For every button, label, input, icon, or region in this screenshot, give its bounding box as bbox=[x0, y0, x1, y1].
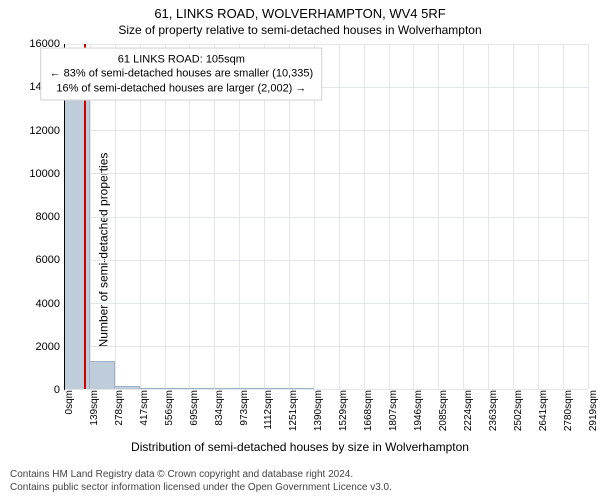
histogram-bar bbox=[140, 388, 165, 389]
x-tick-label: 1807sqm bbox=[388, 390, 399, 431]
x-tick-label: 2502sqm bbox=[513, 390, 524, 431]
histogram-bar bbox=[165, 388, 190, 389]
x-tick-label: 695sqm bbox=[189, 390, 200, 426]
annotation-line: ← 83% of semi-detached houses are smalle… bbox=[50, 67, 314, 81]
chart-title: 61, LINKS ROAD, WOLVERHAMPTON, WV4 5RF bbox=[0, 0, 600, 21]
histogram-bar bbox=[289, 388, 314, 389]
histogram-bar bbox=[115, 386, 140, 389]
histogram-bar bbox=[239, 388, 264, 389]
x-tick-label: 1946sqm bbox=[413, 390, 424, 431]
y-tick-label: 6000 bbox=[36, 254, 60, 266]
gridline-h bbox=[65, 130, 588, 131]
footer-line-2: Contains public sector information licen… bbox=[10, 481, 392, 494]
x-axis-label: Distribution of semi-detached houses by … bbox=[131, 440, 469, 454]
gridline-v bbox=[364, 44, 365, 389]
x-tick-label: 2641sqm bbox=[538, 390, 549, 431]
y-tick-label: 10000 bbox=[29, 168, 60, 180]
gridline-h bbox=[65, 173, 588, 174]
y-tick-label: 0 bbox=[54, 384, 60, 396]
x-tick-label: 0sqm bbox=[64, 390, 75, 414]
y-tick-label: 4000 bbox=[36, 298, 60, 310]
x-tick-label: 1668sqm bbox=[363, 390, 374, 431]
y-tick-label: 2000 bbox=[36, 341, 60, 353]
gridline-v bbox=[488, 44, 489, 389]
gridline-v bbox=[588, 44, 589, 389]
gridline-v bbox=[438, 44, 439, 389]
plot: 61 LINKS ROAD: 105sqm← 83% of semi-detac… bbox=[64, 44, 588, 390]
histogram-bar bbox=[215, 388, 240, 389]
y-tick-label: 8000 bbox=[36, 211, 60, 223]
gridline-h bbox=[65, 44, 588, 45]
x-tick-label: 2363sqm bbox=[488, 390, 499, 431]
x-tick-label: 2224sqm bbox=[463, 390, 474, 431]
x-tick-label: 417sqm bbox=[139, 390, 150, 426]
gridline-v bbox=[538, 44, 539, 389]
gridline-h bbox=[65, 346, 588, 347]
histogram-bar bbox=[190, 388, 215, 389]
gridline-v bbox=[513, 44, 514, 389]
gridline-v bbox=[413, 44, 414, 389]
x-tick-label: 2085sqm bbox=[438, 390, 449, 431]
x-tick-label: 1112sqm bbox=[263, 390, 274, 430]
plot-area: 0200040006000800010000120001400016000 61… bbox=[64, 44, 588, 390]
gridline-h bbox=[65, 217, 588, 218]
x-tick-label: 556sqm bbox=[164, 390, 175, 426]
histogram-bar bbox=[65, 55, 90, 389]
footer: Contains HM Land Registry data © Crown c… bbox=[10, 468, 392, 494]
x-tick-label: 2919sqm bbox=[588, 390, 599, 431]
x-tick-label: 973sqm bbox=[239, 390, 250, 426]
gridline-v bbox=[389, 44, 390, 389]
chart-subtitle: Size of property relative to semi-detach… bbox=[0, 21, 600, 41]
gridline-v bbox=[563, 44, 564, 389]
x-tick-label: 1390sqm bbox=[313, 390, 324, 431]
annotation-line: 61 LINKS ROAD: 105sqm bbox=[50, 53, 314, 67]
y-tick-label: 12000 bbox=[29, 125, 60, 137]
x-tick-label: 139sqm bbox=[89, 390, 100, 426]
histogram-bar bbox=[264, 388, 289, 389]
gridline-h bbox=[65, 303, 588, 304]
x-tick-label: 278sqm bbox=[114, 390, 125, 426]
annotation-line: 16% of semi-detached houses are larger (… bbox=[50, 81, 314, 95]
x-tick-label: 1251sqm bbox=[288, 390, 299, 431]
x-tick-label: 834sqm bbox=[214, 390, 225, 426]
gridline-v bbox=[339, 44, 340, 389]
gridline-v bbox=[463, 44, 464, 389]
x-ticks: 0sqm 139sqm 278sqm 417sqm 556sqm 695sqm 834sqm… bbox=[64, 390, 588, 440]
x-tick-label: 1529sqm bbox=[338, 390, 349, 431]
gridline-h bbox=[65, 260, 588, 261]
chart-container: 61, LINKS ROAD, WOLVERHAMPTON, WV4 5RF S… bbox=[0, 0, 600, 500]
annotation-box: 61 LINKS ROAD: 105sqm← 83% of semi-detac… bbox=[41, 48, 323, 101]
histogram-bar bbox=[90, 361, 115, 389]
x-tick-label: 2780sqm bbox=[563, 390, 574, 431]
footer-line-1: Contains HM Land Registry data © Crown c… bbox=[10, 468, 392, 481]
